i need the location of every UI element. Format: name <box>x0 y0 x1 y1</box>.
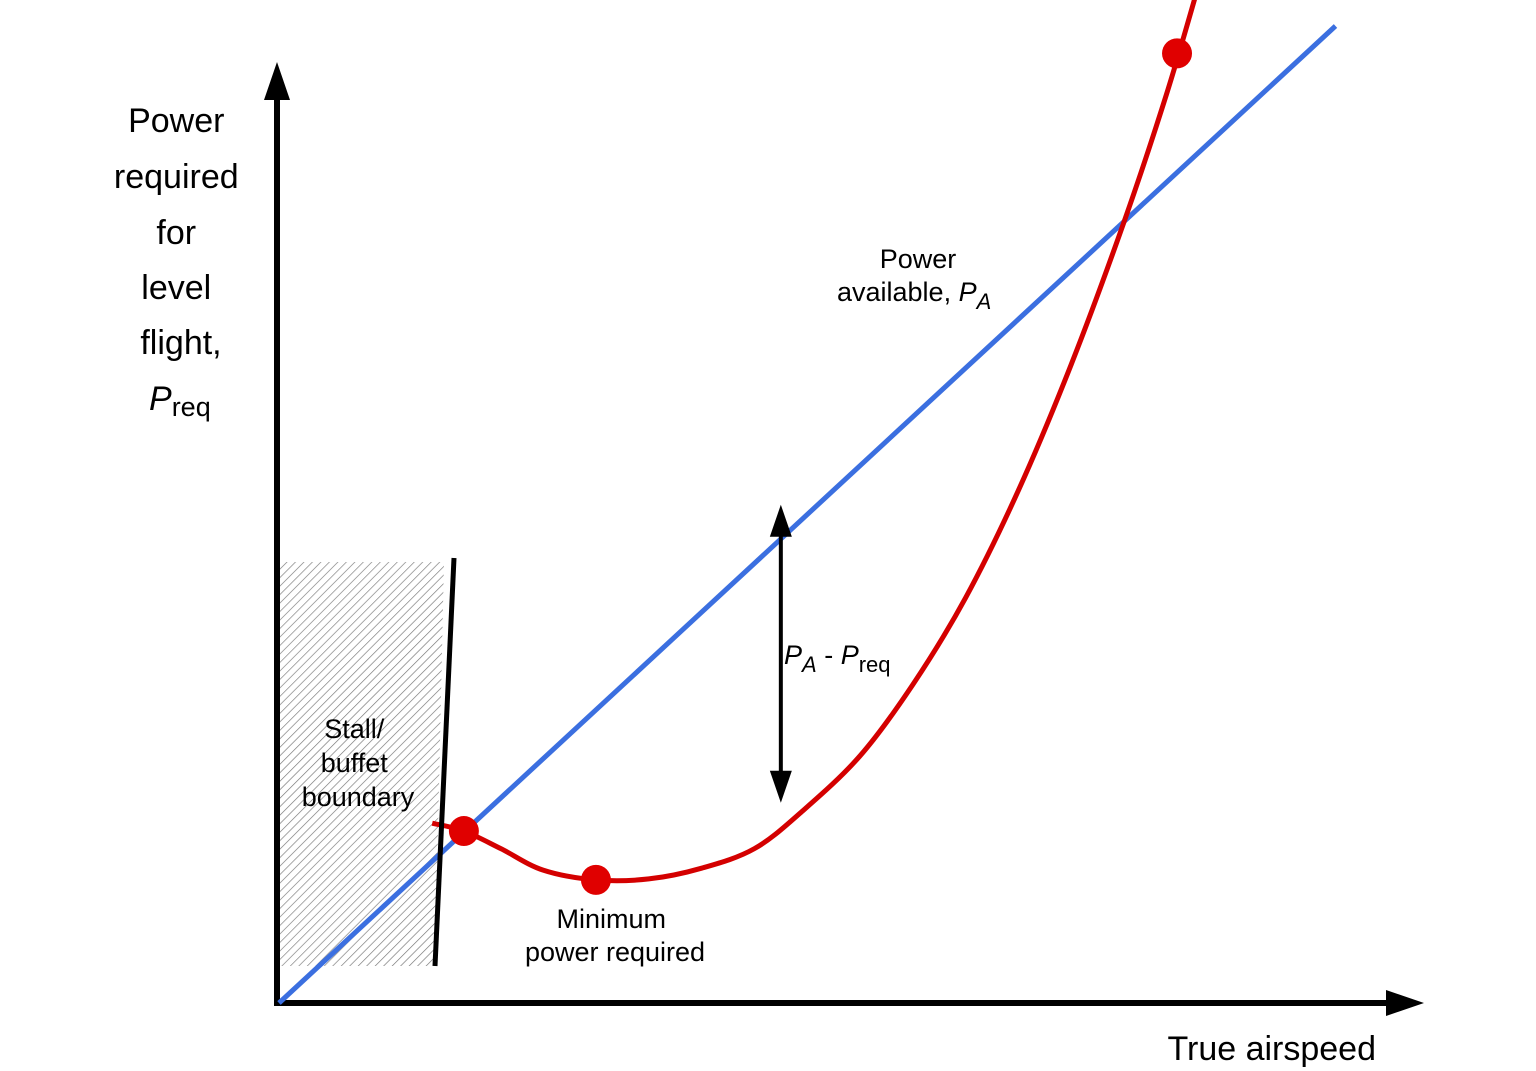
stall-boundary-line <box>432 557 457 967</box>
power-available-label: Power <box>880 244 957 274</box>
stall-label-line: boundary <box>302 782 415 812</box>
power-available-label-line1: Power <box>880 244 957 274</box>
power-available-label-line2: available, PA <box>837 277 991 314</box>
excess-power-arrow <box>769 504 792 803</box>
minimum-power-label: Minimum power required <box>525 904 705 967</box>
y-axis-label-line: for <box>156 214 196 252</box>
y-axis-label-line: flight, <box>140 324 221 362</box>
excess-power-subscript2: req <box>859 652 891 677</box>
y-axis-label: Power required for level flight, <box>114 102 248 362</box>
y-axis-symbol: Preq <box>149 380 211 422</box>
marker-high-speed-intersection <box>1162 38 1193 69</box>
arrow-down-icon <box>769 770 792 803</box>
marker-minimum-power-required <box>580 864 611 895</box>
power-available-symbol: P <box>959 277 977 307</box>
stall-label-line: buffet <box>321 748 389 778</box>
excess-power-label: PA - Preq <box>784 640 891 677</box>
y-axis-arrow-icon <box>264 62 290 100</box>
stall-label-line: Stall/ <box>324 714 385 744</box>
excess-power-symbol1: P <box>784 640 802 670</box>
minimum-power-label-line: power required <box>525 937 705 967</box>
power-available-subscript: A <box>975 289 992 314</box>
axes <box>264 62 1424 1016</box>
y-axis-symbol-sub: req <box>172 392 211 422</box>
stall-buffet-region <box>279 562 444 966</box>
arrow-up-icon <box>769 504 792 537</box>
y-axis-label-line: Power <box>128 102 224 140</box>
power-required-curve <box>431 0 1197 884</box>
excess-power-symbol2: P <box>841 640 859 670</box>
y-axis-label-line: required <box>114 158 239 196</box>
stall-label: Stall/ buffet boundary <box>302 714 415 812</box>
markers <box>448 38 1193 895</box>
y-axis-symbol-p: P <box>149 380 172 418</box>
y-axis-label-line: level <box>141 269 211 307</box>
x-axis-arrow-icon <box>1386 990 1424 1016</box>
marker-low-speed-intersection <box>448 816 479 847</box>
power-available-line <box>277 24 1338 1005</box>
minimum-power-label-line: Minimum <box>556 904 666 934</box>
x-axis-label: True airspeed <box>1167 1030 1376 1068</box>
excess-power-separator: - <box>817 640 841 670</box>
excess-power-subscript1: A <box>800 652 817 677</box>
power-available-prefix: available, <box>837 277 959 307</box>
